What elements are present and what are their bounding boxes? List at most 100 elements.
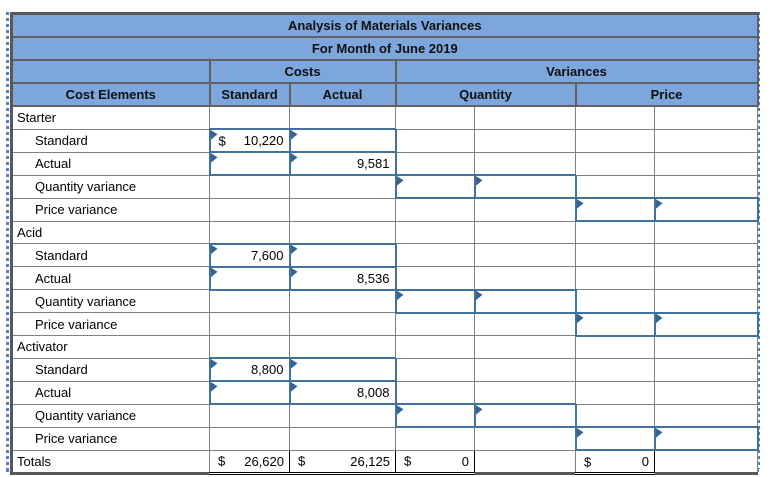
input-marker-icon: [476, 291, 483, 301]
grid-cell: [395, 128, 475, 153]
variances-group-header: Variances: [394, 59, 759, 84]
page-break-line-left: [6, 12, 9, 472]
row-label-acid-quantity-variance: Quantity variance: [11, 289, 210, 313]
grid-cell: [209, 335, 290, 359]
grid-cell: [653, 403, 759, 428]
input-marker-icon: [291, 383, 298, 392]
cell-value: 8,536: [356, 270, 390, 286]
starter-quantity-variance-amount-input[interactable]: [394, 174, 476, 199]
row-label-activator-standard: Standard: [11, 357, 210, 382]
grid-cell: [395, 335, 475, 359]
grid-cell: [653, 105, 759, 130]
cell-value: 0: [461, 453, 469, 469]
input-marker-icon: [476, 177, 483, 186]
input-marker-icon: [211, 131, 218, 140]
grid-cell: [575, 220, 655, 244]
activator-actual-standard-col-input[interactable]: [208, 380, 291, 405]
starter-quantity-variance-type-input[interactable]: [473, 174, 577, 199]
activator-actual-cost-input[interactable]: 8,008: [288, 380, 397, 405]
grid-cell: [289, 312, 396, 336]
acid-actual-standard-col-input[interactable]: [208, 265, 291, 291]
grid-cell: [653, 357, 759, 382]
acid-price-variance-amount-input[interactable]: [574, 311, 656, 337]
grid-cell: [474, 266, 576, 290]
grid-cell: [395, 151, 475, 176]
activator-price-variance-type-input[interactable]: [653, 426, 759, 451]
starter-price-variance-type-input[interactable]: [653, 197, 759, 222]
grid-cell: [653, 266, 759, 290]
row-label-starter-actual: Actual: [11, 151, 210, 176]
grid-cell: [474, 197, 576, 222]
grid-cell: [395, 357, 475, 382]
grid-cell: [209, 289, 290, 313]
grid-cell: [575, 380, 655, 405]
row-label-activator-price-variance: Price variance: [11, 426, 210, 451]
starter-price-variance-amount-input[interactable]: [574, 197, 656, 222]
grid-cell: [289, 105, 396, 130]
cell-value: 7,600: [250, 247, 284, 263]
currency-symbol: $: [218, 133, 226, 148]
grid-cell: [395, 243, 475, 267]
acid-standard-cost-input[interactable]: 7,600: [208, 242, 291, 268]
price-column-header: Price: [574, 82, 759, 107]
input-marker-icon: [211, 383, 218, 392]
activator-standard-actual-col-input[interactable]: [288, 357, 397, 382]
grid-cell: [653, 220, 759, 244]
cell-value: 0: [641, 454, 649, 469]
input-marker-icon: [577, 429, 584, 438]
standard-column-header: Standard: [208, 82, 291, 107]
grid-cell: [474, 335, 576, 359]
grid-cell: [289, 426, 396, 451]
grid-cell: [209, 105, 290, 130]
grid-cell: [395, 105, 475, 130]
cell-value: 26,620: [244, 453, 284, 469]
input-marker-icon: [397, 177, 404, 186]
activator-quantity-variance-type-input[interactable]: [473, 403, 577, 428]
input-marker-icon: [291, 268, 298, 278]
grid-cell: [653, 289, 759, 313]
grid-cell: [209, 312, 290, 336]
input-marker-icon: [211, 268, 218, 278]
input-marker-icon: [656, 429, 663, 438]
grid-cell: [575, 174, 655, 199]
grid-cell: [289, 197, 396, 222]
row-label-starter-quantity-variance: Quantity variance: [11, 174, 210, 199]
row-label-acid-price-variance: Price variance: [11, 312, 210, 336]
totals-standard-cost: $26,620: [209, 449, 290, 475]
input-marker-icon: [476, 406, 483, 415]
activator-quantity-variance-amount-input[interactable]: [394, 403, 476, 428]
acid-actual-cost-input[interactable]: 8,536: [288, 265, 397, 291]
acid-quantity-variance-amount-input[interactable]: [394, 288, 476, 314]
starter-actual-standard-col-input[interactable]: [208, 151, 291, 176]
input-marker-icon: [577, 200, 584, 209]
starter-actual-cost-input[interactable]: 9,581: [288, 151, 397, 176]
activator-standard-cost-input[interactable]: 8,800: [208, 357, 291, 382]
grid-cell: [395, 426, 475, 451]
acid-price-variance-type-input[interactable]: [653, 311, 759, 337]
grid-cell: [395, 266, 475, 290]
starter-standard-actual-col-input[interactable]: [288, 128, 397, 153]
grid-cell: [474, 357, 576, 382]
grid-cell: [209, 174, 290, 199]
worksheet-subtitle: For Month of June 2019: [10, 36, 759, 61]
input-marker-icon: [211, 360, 218, 369]
input-marker-icon: [291, 360, 298, 369]
cell-value: 26,125: [350, 453, 390, 469]
actual-column-header: Actual: [288, 82, 397, 107]
grid-cell: [474, 243, 576, 267]
input-marker-icon: [211, 154, 218, 163]
grid-cell: [653, 243, 759, 267]
starter-standard-cost-input[interactable]: $10,220: [208, 128, 291, 153]
input-marker-icon: [291, 154, 298, 163]
grid-cell: [653, 128, 759, 153]
grid-cell: [653, 335, 759, 359]
cost-elements-header: Cost Elements: [10, 82, 211, 107]
worksheet-title: Analysis of Materials Variances: [10, 12, 759, 38]
grid-cell: [209, 220, 290, 244]
acid-quantity-variance-type-input[interactable]: [473, 288, 577, 314]
grid-cell: [474, 220, 576, 244]
grid-cell: [474, 426, 576, 451]
acid-standard-actual-col-input[interactable]: [288, 242, 397, 268]
currency-symbol: $: [218, 453, 226, 469]
activator-price-variance-amount-input[interactable]: [574, 426, 656, 451]
